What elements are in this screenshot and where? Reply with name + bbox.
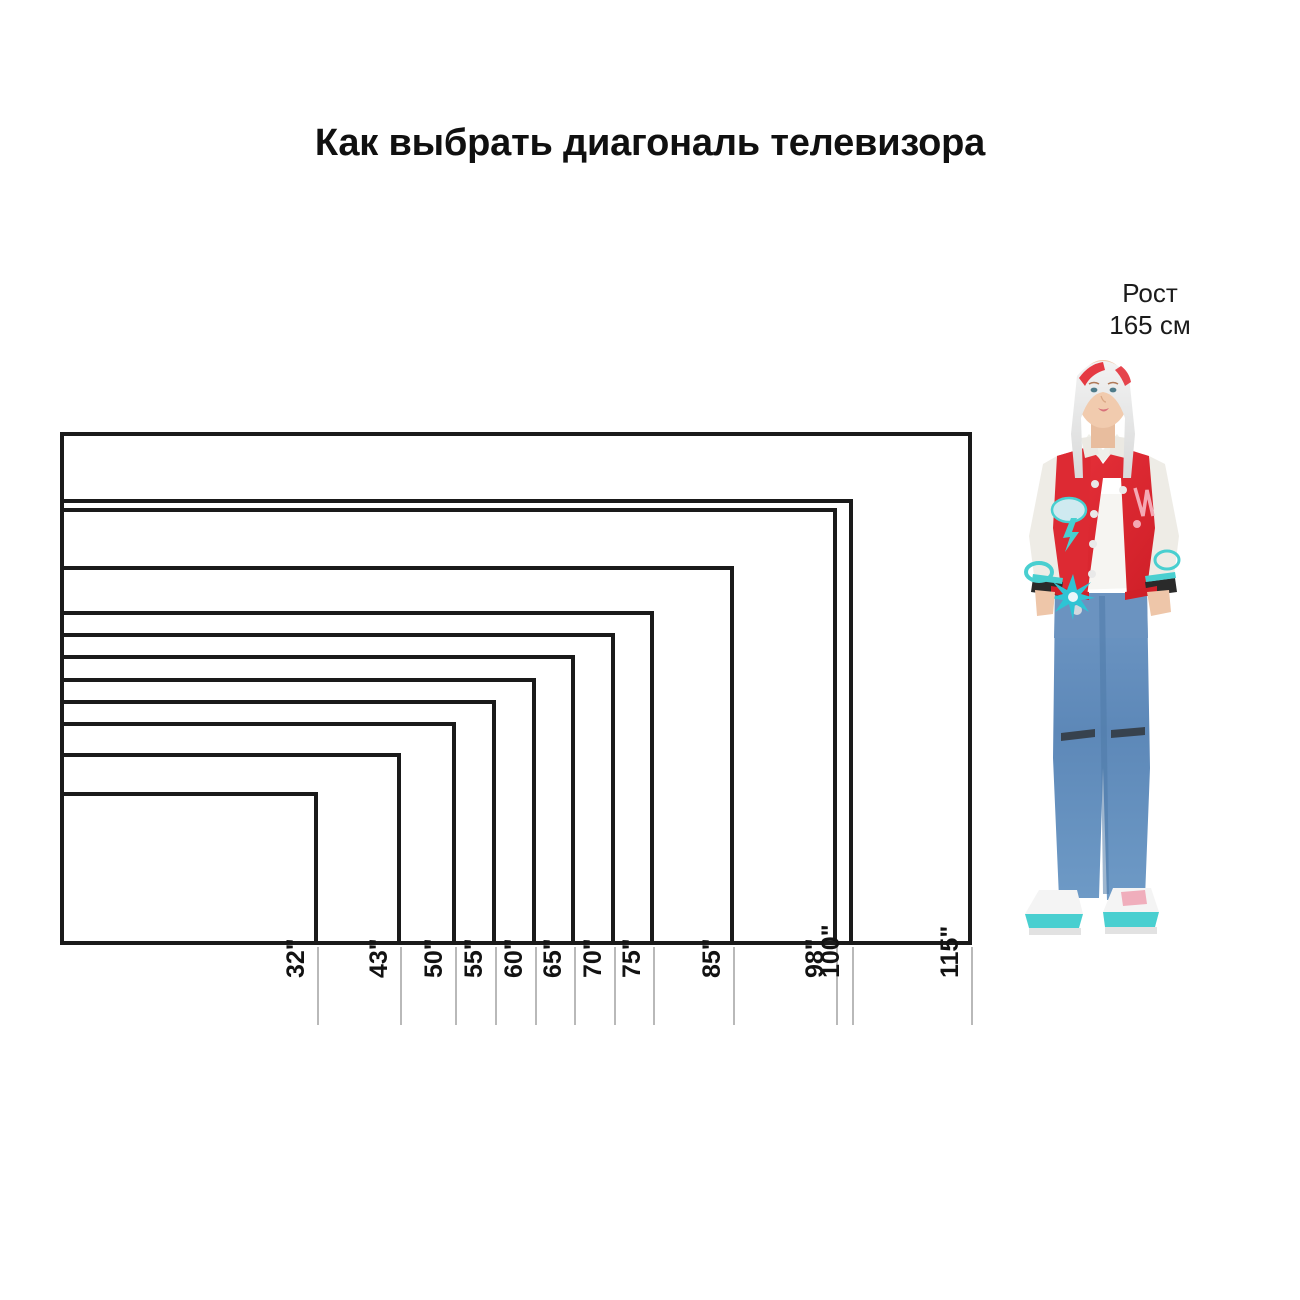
size-label-32: 32" [282,938,310,978]
size-label-85: 85" [698,938,726,978]
page-title: Как выбрать диагональ телевизора [314,122,986,164]
size-guide-50 [455,947,457,1025]
size-guide-65 [574,947,576,1025]
size-guide-55 [495,947,497,1025]
jacket-patch-sleeve-right [1153,549,1181,571]
person-illustration-svg [1024,360,1181,935]
person-height-label: Рост [1122,278,1178,308]
size-label-70: 70" [579,938,607,978]
jacket-patch-letter [1133,487,1155,528]
head [1071,360,1135,478]
hands [1035,590,1171,616]
jacket-patch-lightning [1050,496,1088,552]
person-height-value: 165 см [1109,309,1191,340]
size-guide-98 [836,947,838,1025]
jacket-patch-star [1049,574,1095,620]
size-guide-85 [733,947,735,1025]
person-height-caption: Рост 165 см [1050,278,1250,341]
size-label-50: 50" [420,938,448,978]
size-guide-32 [317,947,319,1025]
size-guide-100 [852,947,854,1025]
size-guide-60 [535,947,537,1025]
size-label-100: 100" [817,924,845,978]
size-label-75: 75" [618,938,646,978]
size-guide-115 [971,947,973,1025]
size-guide-70 [614,947,616,1025]
jacket-patch-circle [1024,561,1054,583]
size-guide-75 [653,947,655,1025]
size-label-60: 60" [500,938,528,978]
size-label-55: 55" [460,938,488,978]
person-figure [995,338,1210,948]
size-label-43: 43" [365,938,393,978]
size-label-115: 115" [936,925,964,978]
tv-rect-32 [60,792,318,945]
sneakers [1025,888,1159,935]
size-label-65: 65" [539,938,567,978]
jeans [1053,593,1150,900]
size-guide-43 [400,947,402,1025]
